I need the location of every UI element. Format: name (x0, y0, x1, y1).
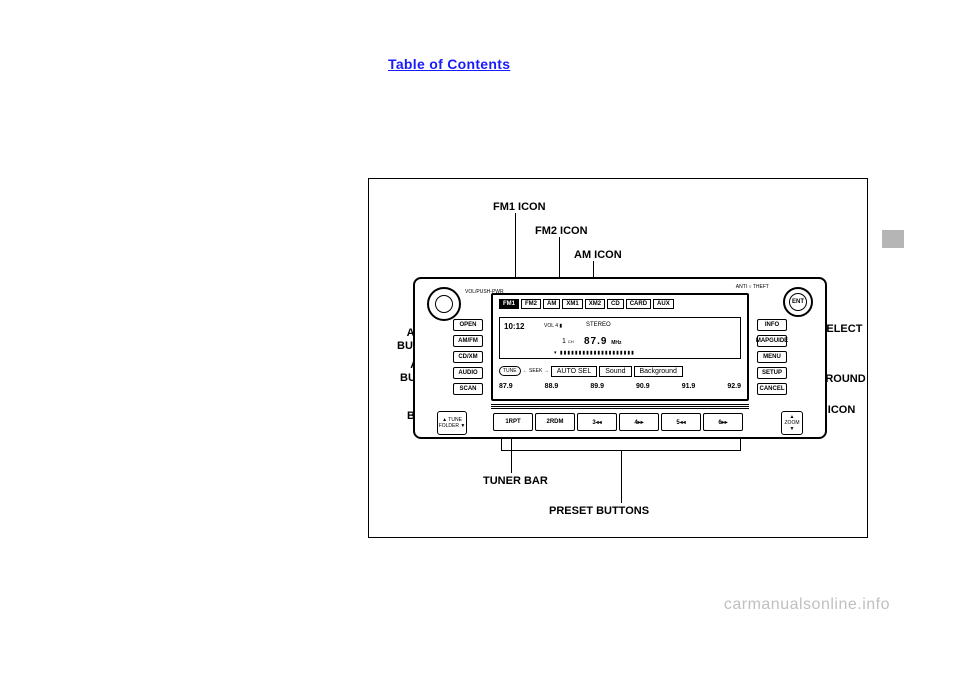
toc-link[interactable]: Table of Contents (388, 56, 510, 72)
stereo-label: STEREO (586, 322, 611, 328)
figure-frame: FM1 ICON FM2 ICON AM ICON AM/FM BUTTON A… (368, 178, 868, 538)
page-thumb-tab (882, 230, 904, 248)
mode-tab-fm2[interactable]: FM2 (521, 299, 541, 309)
callout-tuner-bar: TUNER BAR (483, 475, 548, 488)
preset-btn-5[interactable]: 5◂◂ (661, 413, 701, 431)
preset-btn-6[interactable]: 6▸▸ (703, 413, 743, 431)
scan-button[interactable]: SCAN (453, 383, 483, 395)
mapguide-button[interactable]: MAPGUIDE (757, 335, 787, 347)
callout-preset-buttons: PRESET BUTTONS (549, 505, 649, 518)
pf-2: 88.9 (545, 383, 559, 390)
ent-label: ENT (792, 299, 804, 305)
mode-tab-am[interactable]: AM (543, 299, 560, 309)
preset-btn-4[interactable]: 4▸▸ (619, 413, 659, 431)
preset-btn-3[interactable]: 3◂◂ (577, 413, 617, 431)
soft-auto-sel[interactable]: AUTO SEL (551, 366, 598, 377)
callout-fm1-icon: FM1 ICON (493, 201, 546, 214)
mode-tab-fm1[interactable]: FM1 (499, 299, 519, 309)
radio-head-unit: VOL/PUSH-PWR ANTI ○ THEFT ENT OPEN AM/FM… (413, 277, 827, 439)
soft-background[interactable]: Background (634, 366, 683, 377)
anti-theft-label: ANTI ○ THEFT (736, 285, 769, 290)
preset-btn-2[interactable]: 2RDM (535, 413, 575, 431)
pf-1: 87.9 (499, 383, 513, 390)
preset-btn-1[interactable]: 1RPT (493, 413, 533, 431)
mode-tab-card[interactable]: CARD (626, 299, 651, 309)
zoom-button[interactable]: ▲ ZOOM ▼ (781, 411, 803, 435)
screen-mid-panel: 10:12 VOL 4 ▮ STEREO 1 CH 87.9 MHz ▾ ▮▮▮… (499, 317, 741, 359)
watermark-text: carmanualsonline.info (724, 596, 890, 614)
setup-button[interactable]: SETUP (757, 367, 787, 379)
pf-6: 92.9 (727, 383, 741, 390)
ent-knob[interactable]: ENT (783, 287, 813, 317)
mode-tab-xm2[interactable]: XM2 (585, 299, 605, 309)
pf-3: 89.9 (590, 383, 604, 390)
mode-tab-xm1[interactable]: XM1 (562, 299, 582, 309)
amfm-button[interactable]: AM/FM (453, 335, 483, 347)
clock-label: 10:12 (504, 322, 524, 331)
tune-bubble: TUNE (499, 366, 521, 376)
audio-button[interactable]: AUDIO (453, 367, 483, 379)
open-button[interactable]: OPEN (453, 319, 483, 331)
frequency-value: 87.9 MHz (584, 336, 622, 347)
tuner-bar-strip (491, 404, 749, 409)
pf-4: 90.9 (636, 383, 650, 390)
channel-label: 1 CH (562, 338, 574, 345)
mode-tab-aux[interactable]: AUX (653, 299, 674, 309)
mode-tabs-row: FM1 FM2 AM XM1 XM2 CD CARD AUX (499, 299, 674, 309)
soft-sound[interactable]: Sound (599, 366, 631, 377)
menu-button[interactable]: MENU (757, 351, 787, 363)
radio-screen: FM1 FM2 AM XM1 XM2 CD CARD AUX 10:12 VOL… (491, 293, 749, 401)
volume-power-knob[interactable] (427, 287, 461, 321)
callout-fm2-icon: FM2 ICON (535, 225, 588, 238)
callout-am-icon: AM ICON (574, 249, 622, 262)
soft-button-row: TUNE ← SEEK → AUTO SEL Sound Background (499, 363, 741, 379)
cdxm-button[interactable]: CD/XM (453, 351, 483, 363)
tune-marks: ▾ ▮▮▮▮▮▮▮▮▮▮▮▮▮▮▮▮▮▮▮▮ (554, 350, 635, 356)
tune-folder-button[interactable]: ▲ TUNE FOLDER ▼ (437, 411, 467, 435)
vol-text-label: VOL 4 ▮ (544, 323, 562, 329)
cancel-button[interactable]: CANCEL (757, 383, 787, 395)
seek-label: ← SEEK → (523, 368, 549, 374)
preset-button-row: 1RPT 2RDM 3◂◂ 4▸▸ 5◂◂ 6▸▸ (493, 413, 743, 431)
mode-tab-cd[interactable]: CD (607, 299, 624, 309)
pf-5: 91.9 (682, 383, 696, 390)
preset-freq-row: 87.9 88.9 89.9 90.9 91.9 92.9 (499, 383, 741, 390)
info-button[interactable]: INFO (757, 319, 787, 331)
